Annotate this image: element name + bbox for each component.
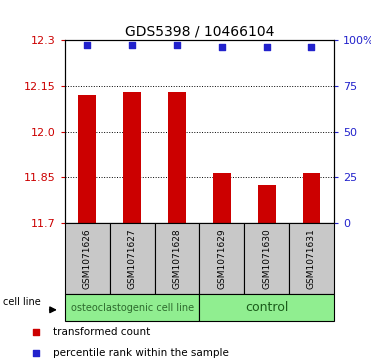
Point	[309, 44, 315, 50]
Text: cell line: cell line	[3, 297, 41, 307]
Bar	[65, 294, 200, 321]
Bar	[200, 223, 244, 294]
Text: transformed count: transformed count	[53, 327, 151, 337]
Text: control: control	[245, 301, 288, 314]
Bar	[302, 173, 321, 223]
Point	[33, 350, 39, 355]
Bar	[289, 223, 334, 294]
Point	[219, 44, 225, 50]
Text: GSM1071629: GSM1071629	[217, 228, 226, 289]
Bar	[213, 173, 231, 223]
Text: GSM1071628: GSM1071628	[173, 228, 181, 289]
Title: GDS5398 / 10466104: GDS5398 / 10466104	[125, 25, 274, 39]
Bar	[200, 294, 334, 321]
Point	[129, 42, 135, 48]
Text: osteoclastogenic cell line: osteoclastogenic cell line	[70, 303, 194, 313]
Bar	[168, 92, 186, 223]
Text: GSM1071627: GSM1071627	[128, 228, 137, 289]
Bar	[258, 185, 276, 223]
Text: GSM1071631: GSM1071631	[307, 228, 316, 289]
Text: GSM1071630: GSM1071630	[262, 228, 271, 289]
Bar	[244, 223, 289, 294]
Point	[33, 329, 39, 335]
Bar	[155, 223, 200, 294]
Point	[84, 42, 90, 48]
Point	[174, 42, 180, 48]
Point	[264, 44, 270, 50]
Text: GSM1071626: GSM1071626	[83, 228, 92, 289]
Bar	[110, 223, 155, 294]
Bar	[65, 223, 110, 294]
Bar	[123, 92, 141, 223]
Bar	[78, 95, 96, 223]
Text: percentile rank within the sample: percentile rank within the sample	[53, 347, 229, 358]
